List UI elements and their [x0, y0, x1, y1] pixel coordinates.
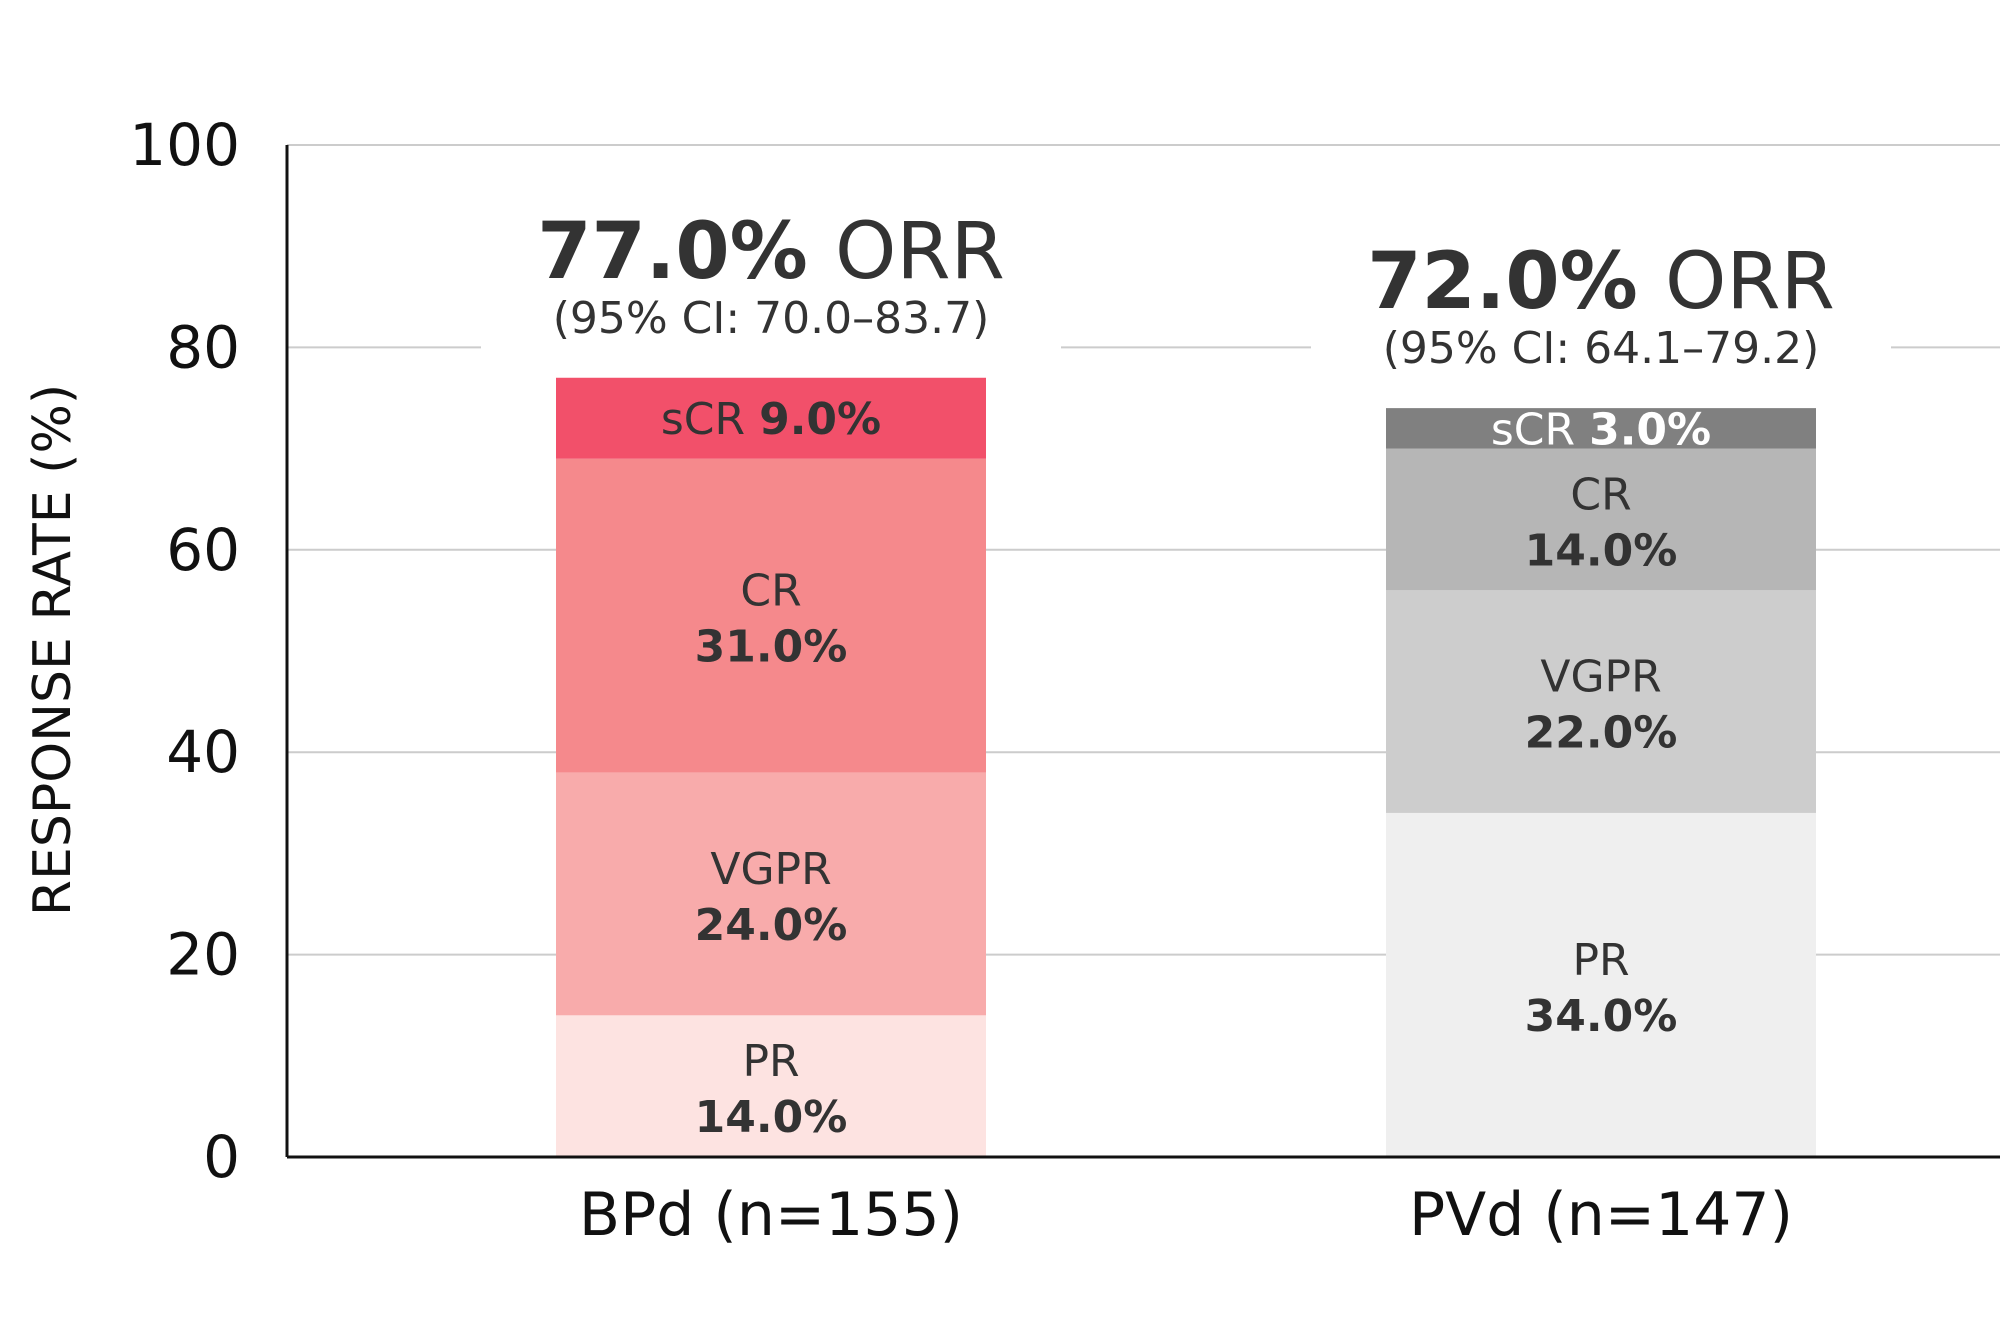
- segment-label-scr-1: sCR 9.0%: [661, 394, 881, 445]
- y-tick-label-40: 40: [166, 718, 240, 786]
- bar-segment-vgpr-2: [1386, 590, 1816, 813]
- orr-ci-1: (95% CI: 70.0–83.7): [553, 293, 990, 344]
- segment-value: 9.0%: [759, 394, 881, 445]
- y-tick-label-100: 100: [129, 111, 240, 179]
- segment-label-scr-2: sCR 3.0%: [1491, 404, 1711, 455]
- segment-value: 3.0%: [1589, 404, 1711, 455]
- segment-value-cr-2: 14.0%: [1525, 525, 1678, 576]
- segment-name-pr-1: PR: [742, 1036, 799, 1087]
- orr-backing-1: [481, 197, 1061, 353]
- axes: [285, 145, 2000, 1159]
- segment-name-vgpr-2: VGPR: [1540, 652, 1661, 703]
- y-tick-label-80: 80: [166, 313, 240, 381]
- segment-name: sCR: [1491, 404, 1589, 455]
- segment-name-cr-2: CR: [1570, 469, 1631, 520]
- bar-segment-pr-2: [1386, 812, 1816, 1157]
- segment-value-vgpr-2: 22.0%: [1525, 708, 1678, 759]
- orr-value: 77.0%: [537, 207, 835, 297]
- segment-value-pr-1: 14.0%: [695, 1092, 848, 1143]
- orr-value: 72.0%: [1367, 237, 1665, 327]
- y-tick-label-0: 0: [203, 1123, 240, 1191]
- segment-name: sCR: [661, 394, 759, 445]
- orr-ci-2: (95% CI: 64.1–79.2): [1383, 323, 1820, 374]
- x-category-label-2: PVd (n=147): [1409, 1180, 1793, 1250]
- orr-annotations: 77.0% ORR(95% CI: 70.0–83.7) 72.0% ORR(95…: [481, 197, 1891, 384]
- bar-segment-vgpr-1: [556, 772, 986, 1016]
- orr-label-1: 77.0% ORR: [537, 207, 1005, 297]
- orr-label-2: 72.0% ORR: [1367, 237, 1835, 327]
- segment-value-pr-2: 34.0%: [1525, 991, 1678, 1042]
- orr-backing-2: [1311, 228, 1891, 384]
- orr-word: ORR: [835, 207, 1005, 297]
- x-category-label-1: BPd (n=155): [579, 1180, 963, 1250]
- segment-name-cr-1: CR: [740, 566, 801, 617]
- y-tick-label-60: 60: [166, 516, 240, 584]
- bar-segment-cr-2: [1386, 448, 1816, 591]
- y-axis-title: RESPONSE RATE (%): [23, 384, 83, 916]
- y-tick-labels: 0 20 40 60 80 100: [129, 111, 240, 1191]
- bar-segment-scr-1: [556, 377, 986, 459]
- x-category-labels: BPd (n=155) PVd (n=147): [579, 1180, 1793, 1250]
- segment-name-vgpr-1: VGPR: [710, 844, 831, 895]
- segment-value-cr-1: 31.0%: [695, 622, 848, 673]
- segment-name-pr-2: PR: [1572, 935, 1629, 986]
- bar-segment-pr-1: [556, 1015, 986, 1157]
- bar-segment-cr-1: [556, 458, 986, 773]
- orr-word: ORR: [1665, 237, 1835, 327]
- segment-value-vgpr-1: 24.0%: [695, 900, 848, 951]
- bar-segment-scr-2: [1386, 408, 1816, 449]
- y-tick-label-20: 20: [166, 921, 240, 989]
